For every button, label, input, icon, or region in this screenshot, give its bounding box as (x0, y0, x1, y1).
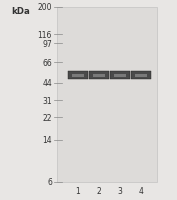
Bar (57, 8, 157, 182)
Text: 4: 4 (139, 187, 143, 196)
Text: 14: 14 (42, 136, 52, 144)
Text: 6: 6 (47, 178, 52, 187)
Text: 1: 1 (76, 187, 80, 196)
Bar (68, 72, 88, 80)
Text: 116: 116 (38, 31, 52, 39)
Text: 31: 31 (42, 96, 52, 105)
Text: 200: 200 (38, 3, 52, 12)
Text: 22: 22 (42, 113, 52, 122)
Text: 2: 2 (97, 187, 101, 196)
Bar (114, 74, 126, 77)
Bar (131, 72, 151, 80)
Bar (110, 72, 130, 80)
Bar (72, 74, 84, 77)
Bar (93, 74, 105, 77)
Text: 66: 66 (42, 59, 52, 67)
Text: 97: 97 (42, 39, 52, 48)
Text: kDa: kDa (11, 7, 30, 16)
Text: 44: 44 (42, 79, 52, 88)
Bar (135, 74, 147, 77)
Bar (89, 72, 109, 80)
Text: 3: 3 (118, 187, 122, 196)
